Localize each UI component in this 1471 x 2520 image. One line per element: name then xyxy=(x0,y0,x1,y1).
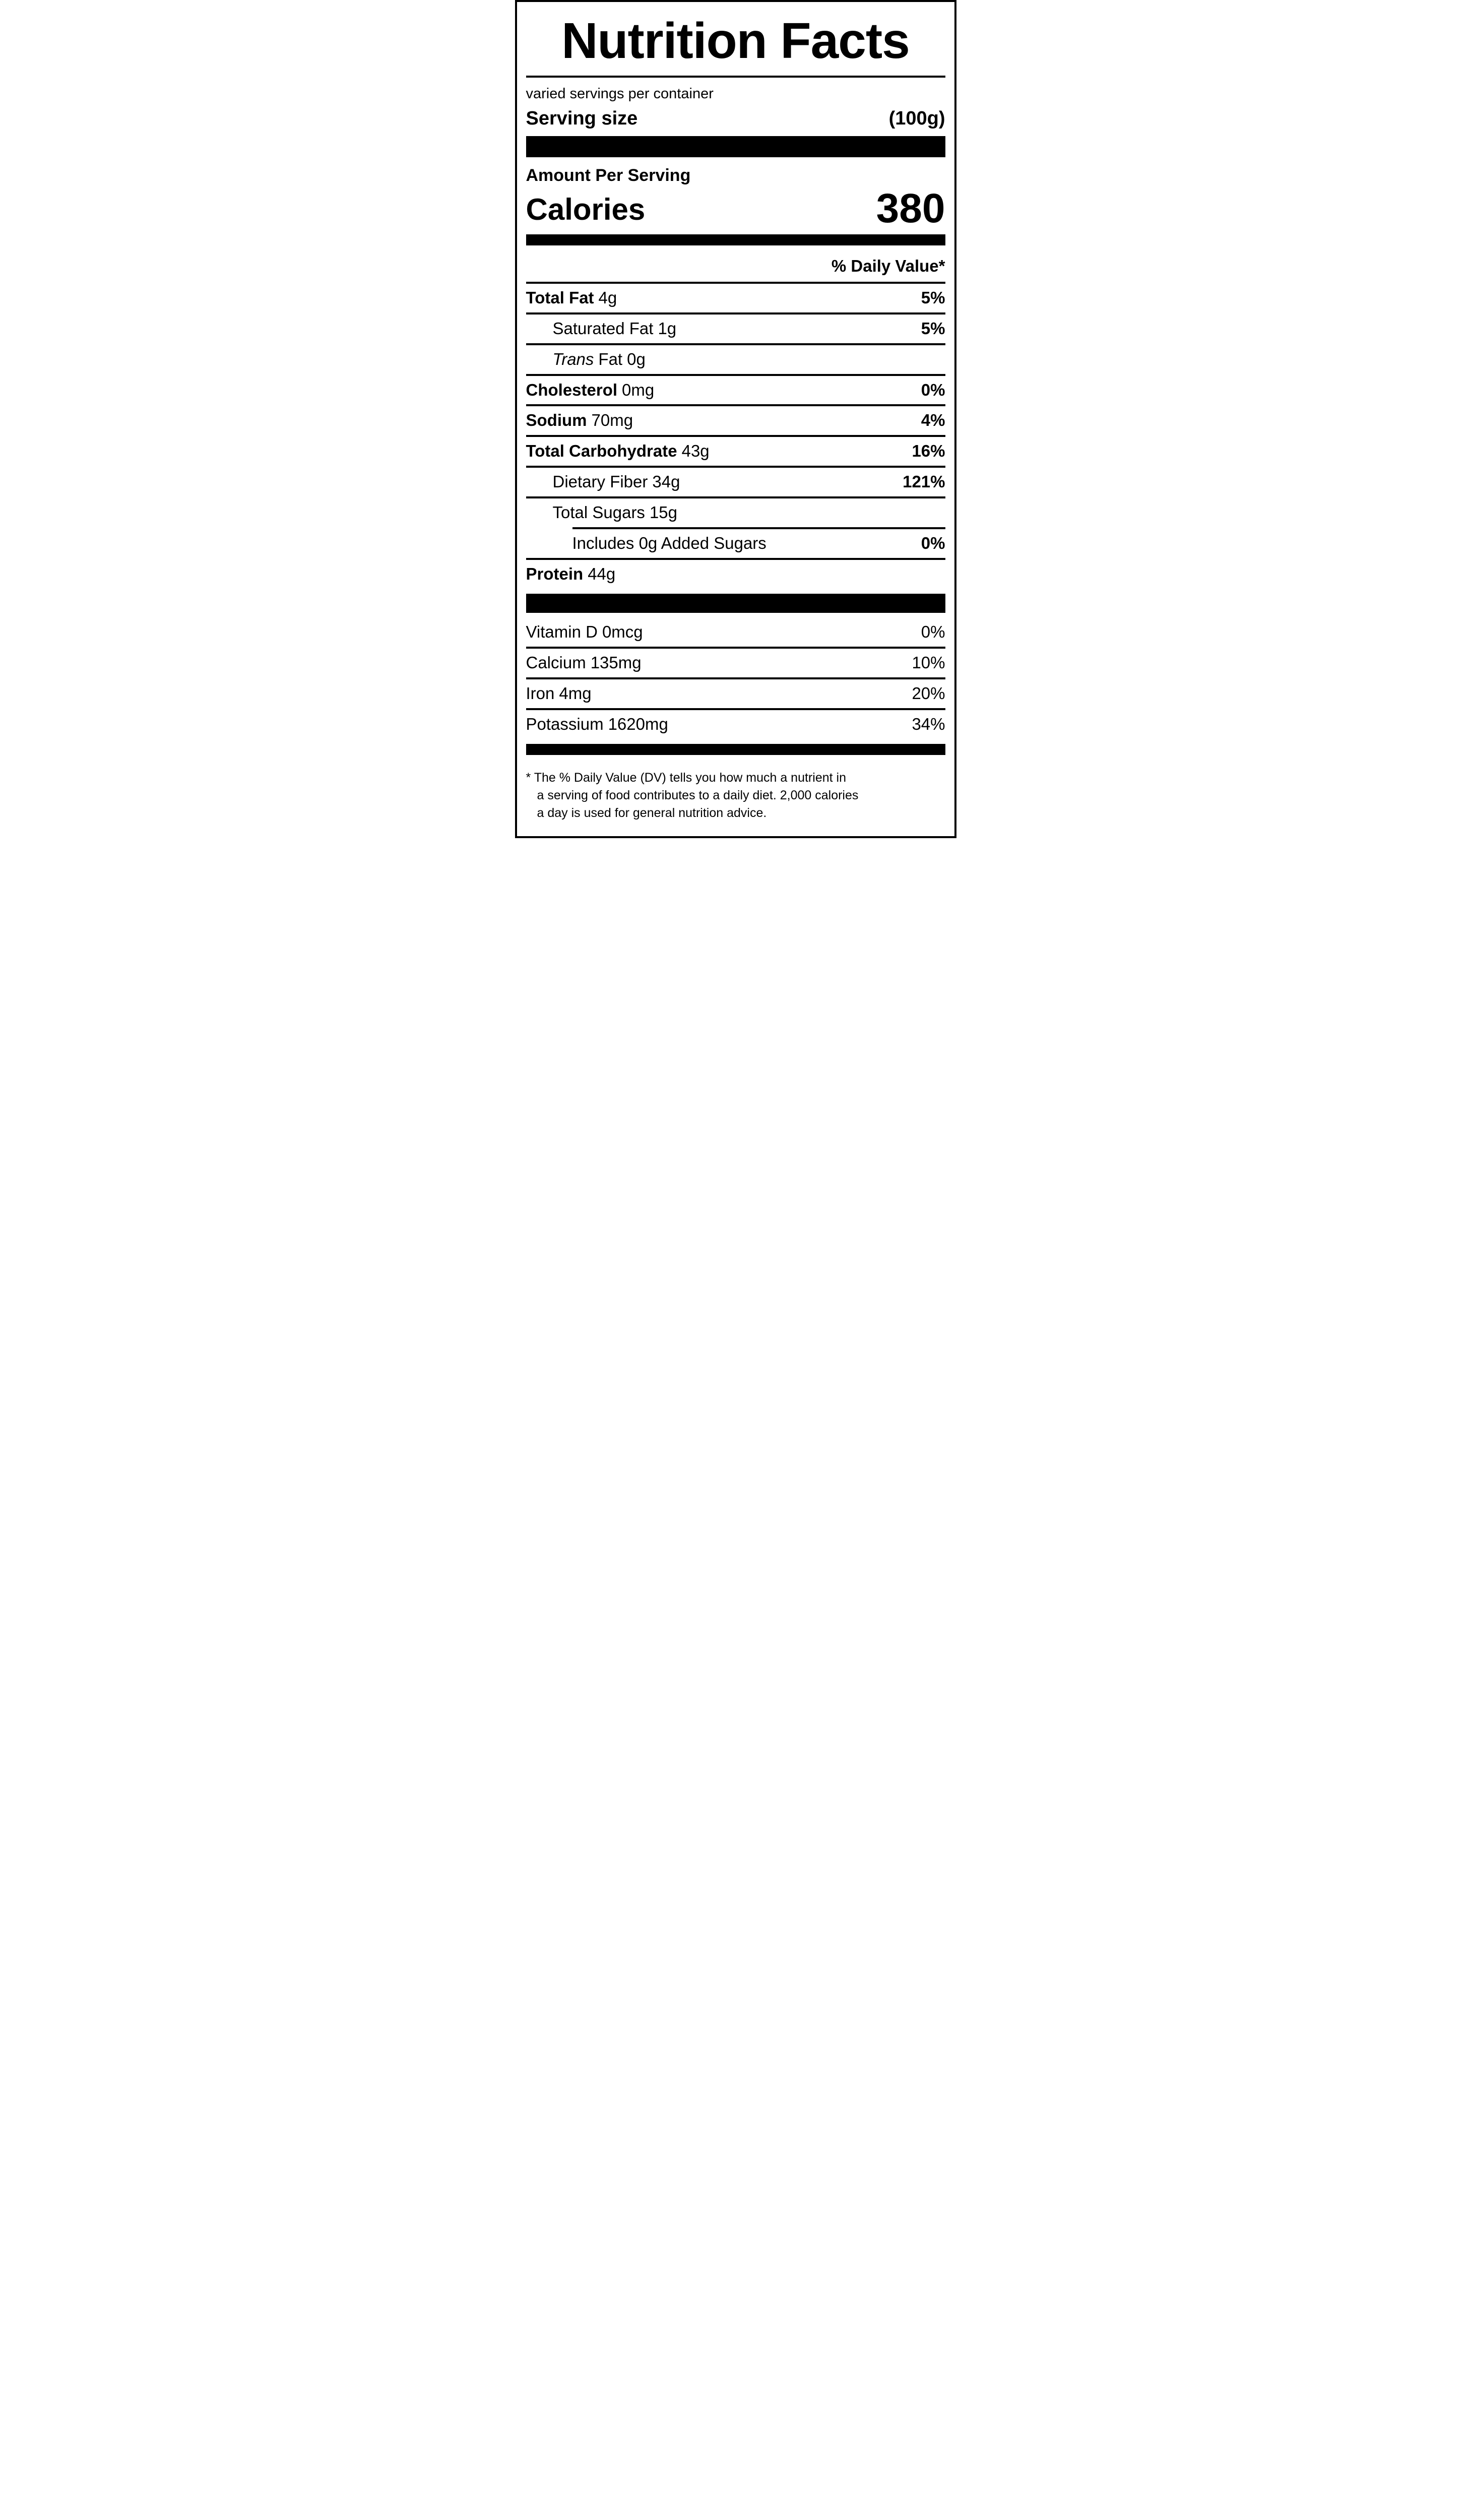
thick-divider-bar xyxy=(526,136,945,157)
nutrient-daily-value: 0% xyxy=(921,534,945,553)
calories-block: Amount Per Serving Calories 380 xyxy=(526,162,945,231)
nutrient-name: Total Fat xyxy=(526,288,594,307)
nutrient-row-sodium: Sodium 70mg 4% xyxy=(526,406,945,435)
nutrient-name: Protein xyxy=(526,564,584,584)
medium-divider-bar xyxy=(526,743,945,755)
footnote: * The % Daily Value (DV) tells you how m… xyxy=(526,761,945,823)
nutrient-daily-value: 16% xyxy=(912,442,945,461)
nutrient-amount: 0g xyxy=(627,349,646,368)
vitamin-row-potassium: Potassium 1620mg 34% xyxy=(526,710,945,739)
vitamin-daily-value: 0% xyxy=(921,622,945,642)
indented-divider xyxy=(572,527,945,530)
nutrient-row-protein: Protein 44g xyxy=(526,560,945,589)
nutrient-name: Sodium xyxy=(526,411,587,430)
servings-per-container: varied servings per container xyxy=(526,86,714,102)
nutrient-name: Cholesterol xyxy=(526,380,618,399)
nutrient-row-total-fat: Total Fat 4g 5% xyxy=(526,284,945,312)
daily-value-header: % Daily Value* xyxy=(831,256,945,275)
vitamin-row-vitamin-d: Vitamin D 0mcg 0% xyxy=(526,618,945,647)
amount-per-serving-label: Amount Per Serving xyxy=(526,165,691,185)
vitamin-name: Calcium xyxy=(526,653,586,672)
vitamin-daily-value: 10% xyxy=(912,653,945,672)
nutrient-name: Dietary Fiber xyxy=(552,472,648,491)
nutrient-row-cholesterol: Cholesterol 0mg 0% xyxy=(526,376,945,405)
divider xyxy=(526,281,945,284)
nutrient-daily-value: 4% xyxy=(921,411,945,430)
vitamin-amount: 4mg xyxy=(559,683,592,703)
nutrient-amount: 4g xyxy=(598,288,617,307)
nutrient-row-total-sugars: Total Sugars 15g xyxy=(526,498,945,527)
label-title: Nutrition Facts xyxy=(561,13,910,69)
nutrient-name: Includes 0g Added Sugars xyxy=(572,534,766,553)
vitamin-row-iron: Iron 4mg 20% xyxy=(526,679,945,708)
calories-label: Calories xyxy=(526,192,646,226)
nutrient-amount: 44g xyxy=(588,564,616,584)
divider xyxy=(526,373,945,376)
nutrient-daily-value: 5% xyxy=(921,319,945,338)
vitamin-row-calcium: Calcium 135mg 10% xyxy=(526,649,945,677)
nutrient-amount: 0mg xyxy=(622,380,655,399)
divider xyxy=(526,647,945,649)
divider xyxy=(526,677,945,679)
divider xyxy=(526,343,945,345)
nutrient-name: Total Sugars xyxy=(552,503,645,522)
nutrient-name: Total Carbohydrate xyxy=(526,442,677,461)
footnote-line: a day is used for general nutrition advi… xyxy=(537,805,767,820)
nutrient-daily-value: 121% xyxy=(903,472,945,491)
calories-value: 380 xyxy=(876,185,945,231)
nutrient-name: Fat xyxy=(598,349,623,368)
nutrient-name-italic: Trans xyxy=(552,349,594,368)
vitamin-daily-value: 34% xyxy=(912,714,945,733)
nutrient-row-dietary-fiber: Dietary Fiber 34g 121% xyxy=(526,468,945,496)
nutrient-amount: 15g xyxy=(649,503,677,522)
vitamin-amount: 135mg xyxy=(590,653,642,672)
divider xyxy=(526,558,945,560)
nutrient-daily-value: 0% xyxy=(921,380,945,399)
vitamin-amount: 1620mg xyxy=(608,714,668,733)
serving-size-row: Serving size (100g) xyxy=(526,108,945,130)
footnote-line: a serving of food contributes to a daily… xyxy=(537,788,859,802)
nutrient-name: Saturated Fat xyxy=(552,319,654,338)
nutrient-row-total-carbohydrate: Total Carbohydrate 43g 16% xyxy=(526,437,945,466)
nutrient-row-saturated-fat: Saturated Fat 1g 5% xyxy=(526,314,945,343)
divider xyxy=(526,404,945,407)
thick-divider-bar xyxy=(526,594,945,613)
nutrient-amount: 1g xyxy=(658,319,677,338)
serving-size-label: Serving size xyxy=(526,108,638,130)
nutrient-amount: 34g xyxy=(652,472,680,491)
nutrient-daily-value: 5% xyxy=(921,288,945,307)
nutrient-amount: 70mg xyxy=(591,411,633,430)
vitamin-name: Iron xyxy=(526,683,555,703)
vitamin-name: Potassium xyxy=(526,714,604,733)
vitamin-amount: 0mcg xyxy=(602,622,643,642)
nutrition-facts-label: Nutrition Facts varied servings per cont… xyxy=(515,0,956,838)
nutrient-row-trans-fat: Trans Fat 0g xyxy=(526,345,945,374)
divider xyxy=(526,435,945,437)
vitamin-daily-value: 20% xyxy=(912,683,945,703)
nutrient-row-added-sugars: Includes 0g Added Sugars 0% xyxy=(526,529,945,558)
medium-divider-bar xyxy=(526,234,945,245)
divider xyxy=(526,76,945,78)
nutrient-amount: 43g xyxy=(681,442,710,461)
footnote-line: * The % Daily Value (DV) tells you how m… xyxy=(526,770,846,785)
divider xyxy=(526,496,945,499)
divider xyxy=(526,708,945,710)
divider xyxy=(526,466,945,468)
divider xyxy=(526,312,945,314)
vitamin-name: Vitamin D xyxy=(526,622,598,642)
serving-size-value: (100g) xyxy=(888,108,945,130)
